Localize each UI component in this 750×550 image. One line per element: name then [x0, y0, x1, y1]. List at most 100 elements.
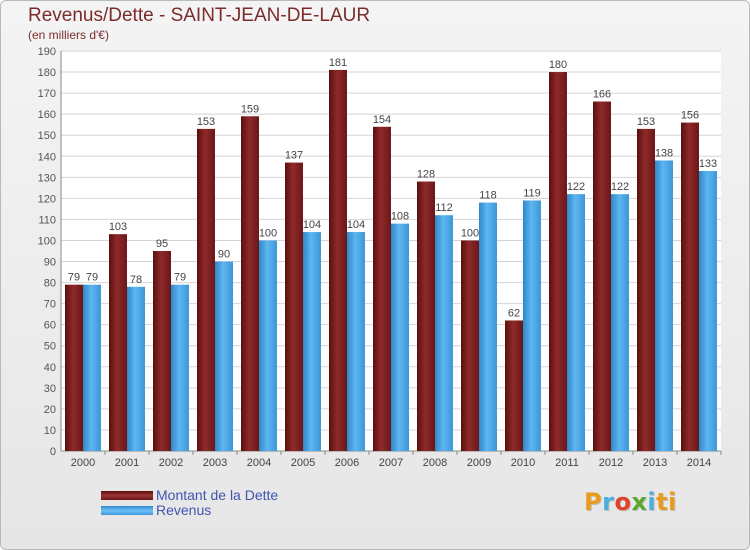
data-label-revenus: 119: [523, 187, 541, 199]
y-tick-label: 110: [38, 214, 56, 226]
y-tick-label: 40: [44, 362, 56, 374]
data-label-debt: 62: [508, 307, 520, 319]
data-label-debt: 153: [637, 116, 655, 128]
legend-label-debt: Montant de la Dette: [156, 487, 279, 503]
data-label-revenus: 138: [655, 147, 673, 159]
logo-letter: x: [631, 488, 648, 516]
data-label-debt: 159: [241, 103, 259, 115]
x-tick-label: 2014: [687, 457, 711, 469]
bar-debt: [637, 128, 655, 451]
data-label-revenus: 100: [259, 227, 277, 239]
proxiti-logo: Proxiti: [584, 488, 677, 516]
x-tick-label: 2012: [599, 457, 623, 469]
bar-revenus: [127, 286, 145, 451]
legend-label-revenus: Revenus: [156, 502, 212, 518]
bar-revenus: [699, 171, 717, 451]
data-label-debt: 79: [68, 272, 80, 284]
data-label-revenus: 122: [567, 181, 585, 193]
bar-revenus: [611, 194, 629, 451]
bar-revenus: [391, 223, 409, 451]
data-label-debt: 128: [417, 169, 435, 181]
y-tick-label: 30: [44, 383, 56, 395]
data-label-debt: 95: [156, 238, 168, 250]
x-tick-label: 2006: [335, 457, 359, 469]
bar-debt: [241, 116, 259, 452]
y-tick-label: 190: [38, 46, 56, 58]
bar-revenus: [567, 194, 585, 451]
data-label-revenus: 79: [174, 272, 186, 284]
bar-debt: [373, 126, 391, 451]
data-label-debt: 156: [681, 110, 699, 122]
bar-debt: [505, 320, 523, 451]
data-label-revenus: 79: [86, 272, 98, 284]
data-label-revenus: 118: [479, 190, 497, 202]
x-tick-label: 2004: [247, 457, 271, 469]
data-label-revenus: 78: [130, 274, 142, 286]
y-tick-label: 80: [44, 278, 56, 290]
logo-letter: r: [602, 488, 615, 516]
legend-swatch-revenus: [101, 506, 153, 515]
bar-revenus: [479, 202, 497, 451]
x-tick-label: 2007: [379, 457, 403, 469]
y-tick-label: 0: [50, 446, 56, 458]
bar-revenus: [83, 284, 101, 451]
data-label-revenus: 104: [347, 219, 365, 231]
bar-debt: [153, 251, 171, 451]
data-label-revenus: 104: [303, 219, 321, 231]
legend-swatch-debt: [101, 491, 153, 500]
data-label-revenus: 112: [435, 202, 453, 214]
chart-title: Revenus/Dette - SAINT-JEAN-DE-LAUR: [28, 5, 371, 26]
bar-debt: [329, 69, 347, 452]
y-tick-label: 100: [38, 235, 56, 247]
y-tick-label: 50: [44, 341, 56, 353]
bar-revenus: [171, 284, 189, 451]
x-tick-label: 2011: [555, 457, 579, 469]
x-tick-label: 2005: [291, 457, 315, 469]
data-label-revenus: 90: [218, 249, 230, 261]
bar-debt: [549, 72, 567, 451]
bar-debt: [461, 240, 479, 451]
x-tick-label: 2010: [511, 457, 535, 469]
bar-revenus: [435, 215, 453, 451]
bar-debt: [109, 234, 127, 451]
y-tick-label: 120: [38, 193, 56, 205]
x-tick-label: 2001: [115, 457, 139, 469]
x-tick-label: 2002: [159, 457, 183, 469]
bar-revenus: [523, 200, 541, 451]
bar-revenus: [655, 160, 673, 451]
y-tick-label: 160: [38, 109, 56, 121]
bar-debt: [593, 101, 611, 452]
logo-letter: o: [614, 488, 632, 516]
x-tick-label: 2000: [71, 457, 95, 469]
data-label-debt: 100: [461, 227, 479, 239]
data-label-revenus: 108: [391, 211, 409, 223]
data-label-debt: 137: [285, 150, 303, 162]
data-label-debt: 103: [109, 221, 127, 233]
x-tick-label: 2009: [467, 457, 491, 469]
logo-letter: i: [647, 488, 657, 516]
data-label-debt: 166: [593, 89, 611, 101]
bar-debt: [197, 128, 215, 451]
data-label-debt: 180: [549, 59, 567, 71]
bar-debt: [681, 122, 699, 451]
logo-letter: P: [584, 488, 603, 516]
y-tick-label: 180: [38, 67, 56, 79]
bar-debt: [65, 284, 83, 451]
data-label-debt: 181: [329, 57, 347, 69]
bar-debt: [285, 162, 303, 451]
data-label-revenus: 133: [699, 158, 717, 170]
bar-revenus: [215, 261, 233, 451]
y-tick-label: 10: [44, 425, 56, 437]
bar-revenus: [347, 232, 365, 451]
y-tick-label: 20: [44, 404, 56, 416]
chart-subtitle: (en milliers d'€): [28, 28, 109, 42]
y-tick-label: 140: [38, 151, 56, 163]
logo-letter: ti: [656, 488, 677, 516]
bar-debt: [417, 181, 435, 452]
bar-revenus: [259, 240, 277, 451]
y-tick-label: 70: [44, 299, 56, 311]
data-label-revenus: 122: [611, 181, 629, 193]
y-tick-label: 170: [38, 88, 56, 100]
